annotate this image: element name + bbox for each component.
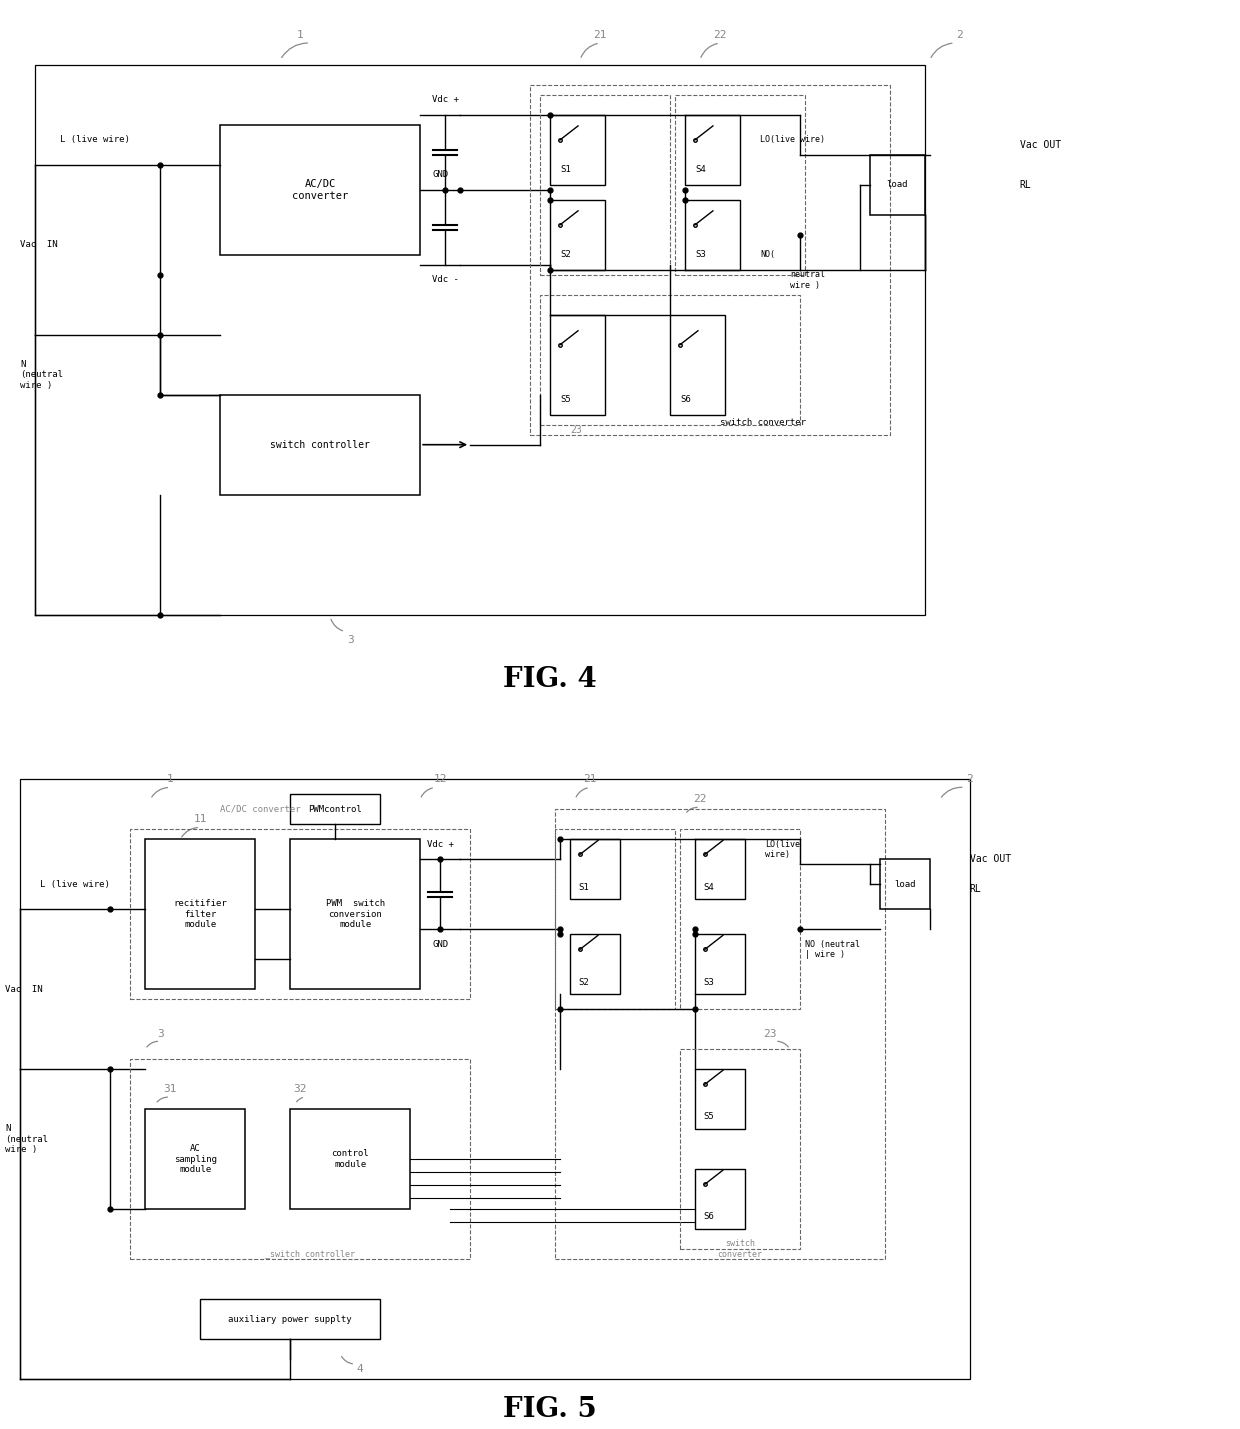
Bar — [670, 314, 725, 414]
Bar — [541, 94, 670, 274]
Text: 4: 4 — [357, 1365, 363, 1375]
Text: RL: RL — [1019, 180, 1032, 190]
Bar — [869, 154, 925, 214]
Text: 2: 2 — [956, 30, 963, 40]
Text: L (live wire): L (live wire) — [41, 880, 110, 889]
Text: AC/DC
converter: AC/DC converter — [293, 179, 348, 200]
Text: 2: 2 — [966, 775, 973, 785]
Text: auxiliary power supplty: auxiliary power supplty — [228, 1315, 352, 1323]
Bar — [541, 294, 800, 424]
Text: S2: S2 — [578, 977, 589, 987]
Text: recitifier
filter
module: recitifier filter module — [174, 899, 227, 929]
Text: S4: S4 — [703, 883, 714, 892]
Text: Vdc -: Vdc - — [432, 276, 459, 284]
Text: Vac OUT: Vac OUT — [970, 855, 1011, 865]
Text: N
(neutral
wire ): N (neutral wire ) — [5, 1125, 48, 1155]
Text: S3: S3 — [703, 977, 714, 987]
Bar — [130, 1059, 470, 1259]
Text: neutral
wire ): neutral wire ) — [790, 270, 825, 290]
Text: S3: S3 — [694, 250, 706, 259]
Bar — [694, 1169, 745, 1229]
Bar — [694, 1069, 745, 1129]
Text: Vac  IN: Vac IN — [20, 240, 58, 249]
Text: 12: 12 — [433, 775, 446, 785]
Text: switch converter: switch converter — [720, 419, 806, 427]
Text: Vac  IN: Vac IN — [5, 985, 43, 993]
Text: _switch controller: _switch controller — [265, 1249, 355, 1259]
Text: S5: S5 — [560, 396, 570, 404]
Text: GND: GND — [432, 170, 448, 180]
Text: 22: 22 — [713, 30, 727, 40]
Text: switch controller: switch controller — [270, 440, 371, 450]
Text: 11: 11 — [193, 815, 207, 825]
Bar — [680, 829, 800, 1009]
Text: FIG. 5: FIG. 5 — [503, 1396, 596, 1422]
Bar — [36, 64, 925, 614]
Text: load: load — [887, 180, 908, 190]
Text: 21: 21 — [593, 30, 606, 40]
Text: 32: 32 — [294, 1085, 308, 1095]
Bar — [290, 795, 381, 825]
Text: LO(live
wire): LO(live wire) — [765, 840, 800, 859]
Text: 31: 31 — [164, 1085, 177, 1095]
Bar — [551, 114, 605, 184]
Text: 1: 1 — [296, 30, 304, 40]
Bar — [201, 1299, 381, 1339]
Text: L (live wire): L (live wire) — [61, 136, 130, 144]
Bar — [556, 809, 885, 1259]
Text: NO (neutral
| wire ): NO (neutral | wire ) — [805, 940, 859, 959]
Bar — [20, 779, 970, 1379]
Text: N
(neutral
wire ): N (neutral wire ) — [20, 360, 63, 390]
Text: 23: 23 — [763, 1029, 776, 1039]
Bar — [680, 1049, 800, 1249]
Text: 3: 3 — [157, 1029, 164, 1039]
Text: S1: S1 — [578, 883, 589, 892]
Bar — [145, 1109, 246, 1209]
Bar — [684, 114, 740, 184]
Text: 1: 1 — [167, 775, 174, 785]
Bar — [551, 200, 605, 270]
Text: LO(live wire): LO(live wire) — [760, 136, 825, 144]
Bar — [130, 829, 470, 999]
Bar — [221, 124, 420, 254]
Text: S4: S4 — [694, 166, 706, 174]
Text: Vdc +: Vdc + — [432, 96, 459, 104]
Text: AC
sampling
module: AC sampling module — [174, 1145, 217, 1175]
Bar — [675, 94, 805, 274]
Bar — [694, 839, 745, 899]
Bar — [880, 859, 930, 909]
Text: FIG. 4: FIG. 4 — [503, 666, 596, 693]
Text: switch
converter: switch converter — [718, 1239, 763, 1259]
Bar — [529, 84, 890, 434]
Text: 21: 21 — [583, 775, 596, 785]
Text: PWM  switch
conversion
module: PWM switch conversion module — [326, 899, 384, 929]
Text: RL: RL — [970, 885, 982, 895]
Bar — [145, 839, 255, 989]
Bar — [570, 935, 620, 995]
Text: control
module: control module — [331, 1149, 370, 1169]
Bar — [694, 935, 745, 995]
Text: NO(: NO( — [760, 250, 775, 259]
Text: PWMcontrol: PWMcontrol — [309, 805, 362, 815]
Bar — [684, 200, 740, 270]
Text: S6: S6 — [680, 396, 691, 404]
Text: AC/DC converter: AC/DC converter — [221, 805, 301, 815]
Bar — [551, 314, 605, 414]
Text: S6: S6 — [703, 1212, 714, 1220]
Bar — [290, 839, 420, 989]
Text: S5: S5 — [703, 1112, 714, 1120]
Text: Vdc +: Vdc + — [427, 840, 454, 849]
Text: S2: S2 — [560, 250, 570, 259]
Text: 3: 3 — [347, 634, 353, 644]
Text: 22: 22 — [693, 795, 707, 805]
Text: GND: GND — [432, 940, 448, 949]
Bar — [290, 1109, 410, 1209]
Bar — [556, 829, 675, 1009]
Bar — [221, 394, 420, 494]
Text: Vac OUT: Vac OUT — [1019, 140, 1061, 150]
Text: load: load — [894, 880, 915, 889]
Bar — [570, 839, 620, 899]
Text: S1: S1 — [560, 166, 570, 174]
Text: 23: 23 — [570, 424, 582, 434]
